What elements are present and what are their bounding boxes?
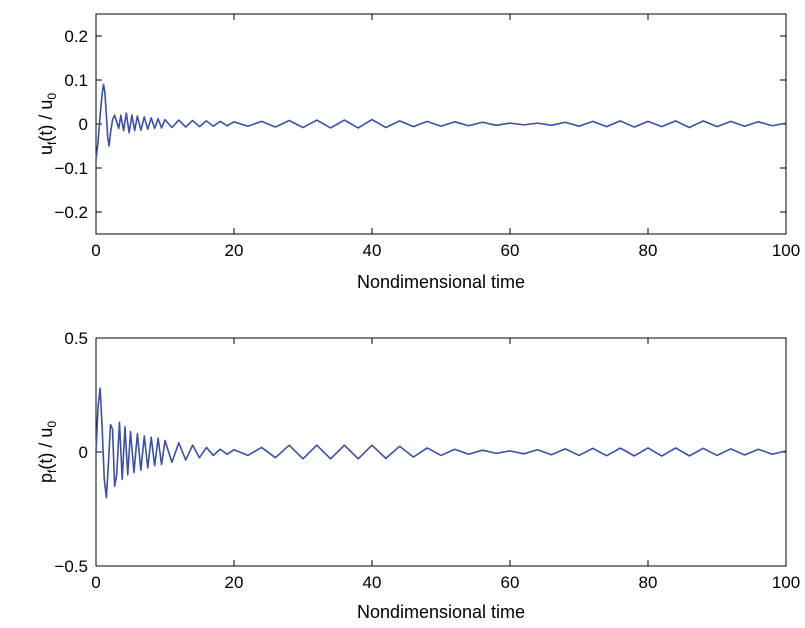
bottom-chart-xtick-label: 20 bbox=[225, 573, 244, 592]
top-chart-ticks bbox=[95, 14, 787, 234]
bottom-chart-ylabel-sub1: f bbox=[45, 469, 59, 473]
top-chart-ytick-label: −0.2 bbox=[54, 203, 88, 222]
top-chart-ytick-label: 0.2 bbox=[64, 27, 88, 46]
bottom-chart-ylabel: pf(t) / u0 bbox=[36, 421, 59, 483]
bottom-chart-panel: 0 20 40 60 80 100−0.500.5 Nondimensional time… bbox=[36, 329, 800, 622]
top-chart-panel: 0 20 40 60 80 100 −0.2 −0.1 0 0.1 0.2 Nondimension… bbox=[36, 13, 800, 292]
bottom-chart-ylabel-main: p bbox=[36, 473, 56, 483]
top-chart-xtick-label: 0 bbox=[91, 241, 100, 260]
top-chart-tick-labels: 0 20 40 60 80 100 −0.2 −0.1 0 0.1 0.2 bbox=[54, 27, 800, 260]
bottom-chart-ytick-label: 0 bbox=[79, 443, 88, 462]
top-chart-xtick-label: 100 bbox=[772, 241, 800, 260]
top-chart-xlabel: Nondimensional time bbox=[357, 272, 525, 292]
top-chart-ylabel-sub2: 0 bbox=[45, 93, 59, 100]
bottom-chart-xtick-label: 100 bbox=[772, 573, 800, 592]
top-chart-xtick-label: 80 bbox=[639, 241, 658, 260]
bottom-chart-xtick-label: 80 bbox=[639, 573, 658, 592]
bottom-chart-ylabel-sub2: 0 bbox=[45, 421, 59, 428]
top-chart-series-line-0 bbox=[95, 83, 787, 160]
top-chart-xtick-label: 20 bbox=[225, 241, 244, 260]
bottom-chart-series bbox=[95, 387, 787, 499]
top-chart-xtick-label: 60 bbox=[501, 241, 520, 260]
bottom-chart-series-line-0 bbox=[95, 387, 787, 499]
bottom-chart-xtick-label: 40 bbox=[363, 573, 382, 592]
top-chart-xtick-label: 40 bbox=[363, 241, 382, 260]
bottom-chart-ytick-label: −0.5 bbox=[54, 557, 88, 576]
top-chart-ytick-label: 0.1 bbox=[64, 71, 88, 90]
top-chart-ylabel-mid: (t) / u bbox=[36, 100, 56, 142]
bottom-chart-xtick-label: 60 bbox=[501, 573, 520, 592]
bottom-chart-ytick-label: 0.5 bbox=[64, 329, 88, 348]
top-chart-ylabel: uf(t) / u0 bbox=[36, 93, 59, 155]
bottom-chart-xlabel: Nondimensional time bbox=[357, 602, 525, 622]
bottom-chart-xtick-label: 0 bbox=[91, 573, 100, 592]
top-chart-ylabel-main: u bbox=[36, 145, 56, 155]
bottom-chart-ylabel-mid: (t) / u bbox=[36, 428, 56, 470]
bottom-chart-tick-labels: 0 20 40 60 80 100−0.500.5 bbox=[54, 329, 800, 592]
top-chart-ylabel-sub1: f bbox=[45, 141, 59, 145]
top-chart-ytick-label: −0.1 bbox=[54, 159, 88, 178]
top-chart-series bbox=[95, 83, 787, 160]
top-chart-ytick-label: 0 bbox=[79, 115, 88, 134]
